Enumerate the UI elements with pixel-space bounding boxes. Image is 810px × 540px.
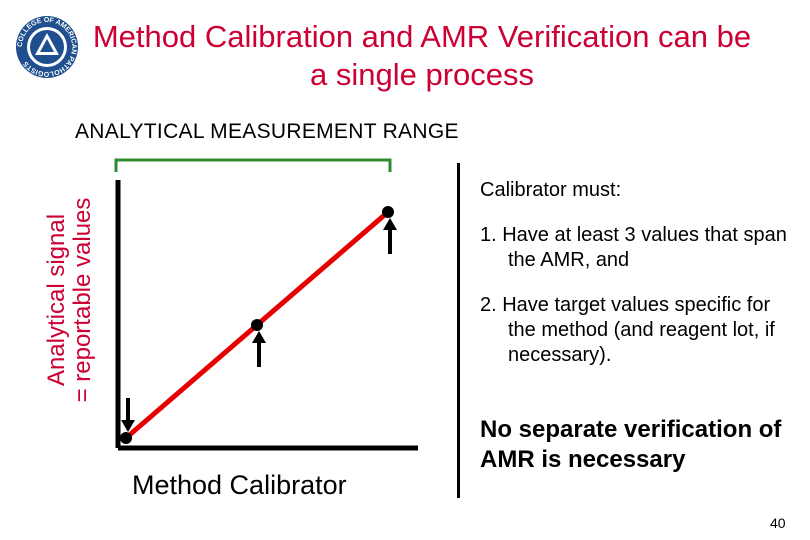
requirement-text: 1. Have at least 3 values that span the …: [480, 224, 787, 271]
calibrator-dot: [120, 432, 132, 444]
requirements-panel: Calibrator must: 1. Have at least 3 valu…: [480, 178, 800, 368]
y-axis-label-line2: = reportable values: [69, 197, 96, 403]
calibrator-dot: [251, 319, 263, 331]
calibration-plot: [114, 158, 418, 451]
calibrator-dot: [382, 206, 394, 218]
x-axis-label: Method Calibrator: [132, 470, 347, 500]
calibrator-point-2: [251, 319, 266, 367]
y-axis-label-line1: Analytical signal: [43, 213, 70, 387]
calibrator-point-1: [120, 398, 135, 444]
arrow-up-icon: [383, 218, 397, 254]
y-axis-label: Analytical signal = reportable values: [43, 140, 96, 460]
page-number: 40: [770, 515, 786, 531]
conclusion-text: No separate verification of AMR is neces…: [480, 416, 782, 473]
divider-line: [457, 163, 460, 498]
requirement-text: 2. Have target values specific for the m…: [480, 294, 775, 366]
cap-seal-icon: COLLEGE OF AMERICAN PATHOLOGISTS: [16, 16, 78, 78]
slide-title: Method Calibration and AMR Verification …: [92, 19, 752, 92]
requirement-item: 2. Have target values specific for the m…: [480, 293, 800, 368]
requirements-heading: Calibrator must:: [480, 179, 622, 201]
calibrator-point-3: [382, 206, 397, 254]
requirement-item: 1. Have at least 3 values that span the …: [480, 223, 800, 273]
arrow-down-icon: [121, 398, 135, 432]
amr-range-label: ANALYTICAL MEASUREMENT RANGE: [75, 120, 459, 143]
arrow-up-icon: [252, 331, 266, 367]
amr-bracket: [114, 158, 392, 172]
